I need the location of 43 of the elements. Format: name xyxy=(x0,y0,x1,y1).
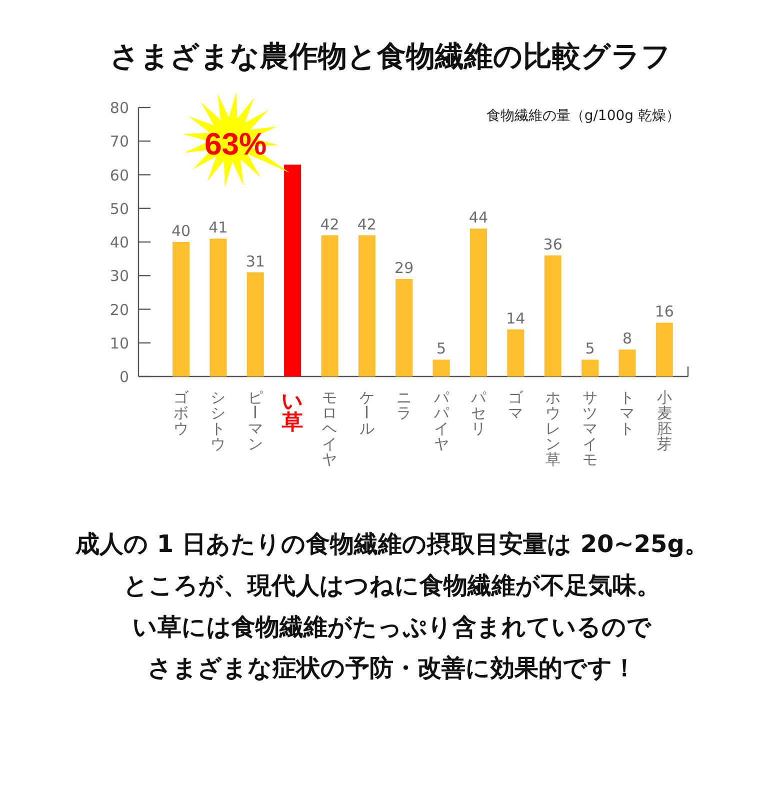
value-label: 42 xyxy=(320,215,340,234)
value-label: 5 xyxy=(585,340,595,358)
value-label: 42 xyxy=(357,215,376,234)
category: サツマイモ xyxy=(582,388,598,468)
ytick: 30 xyxy=(110,267,129,286)
note: い草には食物繊維がたっぷり含まれているので xyxy=(132,612,652,641)
category: ピーマン xyxy=(246,388,264,453)
category: い草 xyxy=(282,388,304,434)
category: 小麦胚芽 xyxy=(656,388,672,453)
ytick: 0 xyxy=(119,368,129,386)
ytick: 40 xyxy=(110,234,129,252)
title: さまざまな農作物と食物繊維の比較グラフ xyxy=(110,39,671,73)
value-label: 14 xyxy=(506,309,526,328)
category: パセリ xyxy=(470,388,486,438)
value-label: 40 xyxy=(171,222,191,240)
category: ゴマ xyxy=(508,388,524,422)
value-label: 41 xyxy=(208,218,228,237)
ylabel: 食物繊維の量（g/100g 乾燥） xyxy=(486,108,680,124)
category: ケール xyxy=(357,388,376,438)
category: モロヘイヤ xyxy=(322,388,338,468)
value-label: 36 xyxy=(543,235,562,254)
category: ホウレン草 xyxy=(545,388,560,468)
note: さまざまな症状の予防・改善に効果的です！ xyxy=(148,654,636,682)
ytick: 50 xyxy=(110,200,129,218)
category: ゴボウ xyxy=(174,388,188,438)
value-label: 5 xyxy=(436,340,446,358)
value-label: 44 xyxy=(468,208,488,227)
category: ニラ xyxy=(396,388,412,422)
ytick: 80 xyxy=(110,99,129,117)
category: シシトウ xyxy=(210,388,226,453)
annotation: 63% xyxy=(204,126,267,162)
value-label: 8 xyxy=(622,330,632,348)
note: ところが、現代人はつねに食物繊維が不足気味。 xyxy=(124,571,660,600)
category: パパイヤ xyxy=(434,388,449,453)
ytick: 60 xyxy=(110,166,129,184)
ytick: 70 xyxy=(110,132,129,151)
ytick: 20 xyxy=(110,300,129,319)
ytick: 10 xyxy=(110,334,129,352)
value-label: 16 xyxy=(654,302,674,321)
category: トマト xyxy=(620,388,635,438)
value-label: 31 xyxy=(246,252,265,270)
note: 成人の 1 日あたりの食物繊維の摂取目安量は 20~25g。 xyxy=(76,530,708,558)
value-label: 29 xyxy=(394,258,414,277)
